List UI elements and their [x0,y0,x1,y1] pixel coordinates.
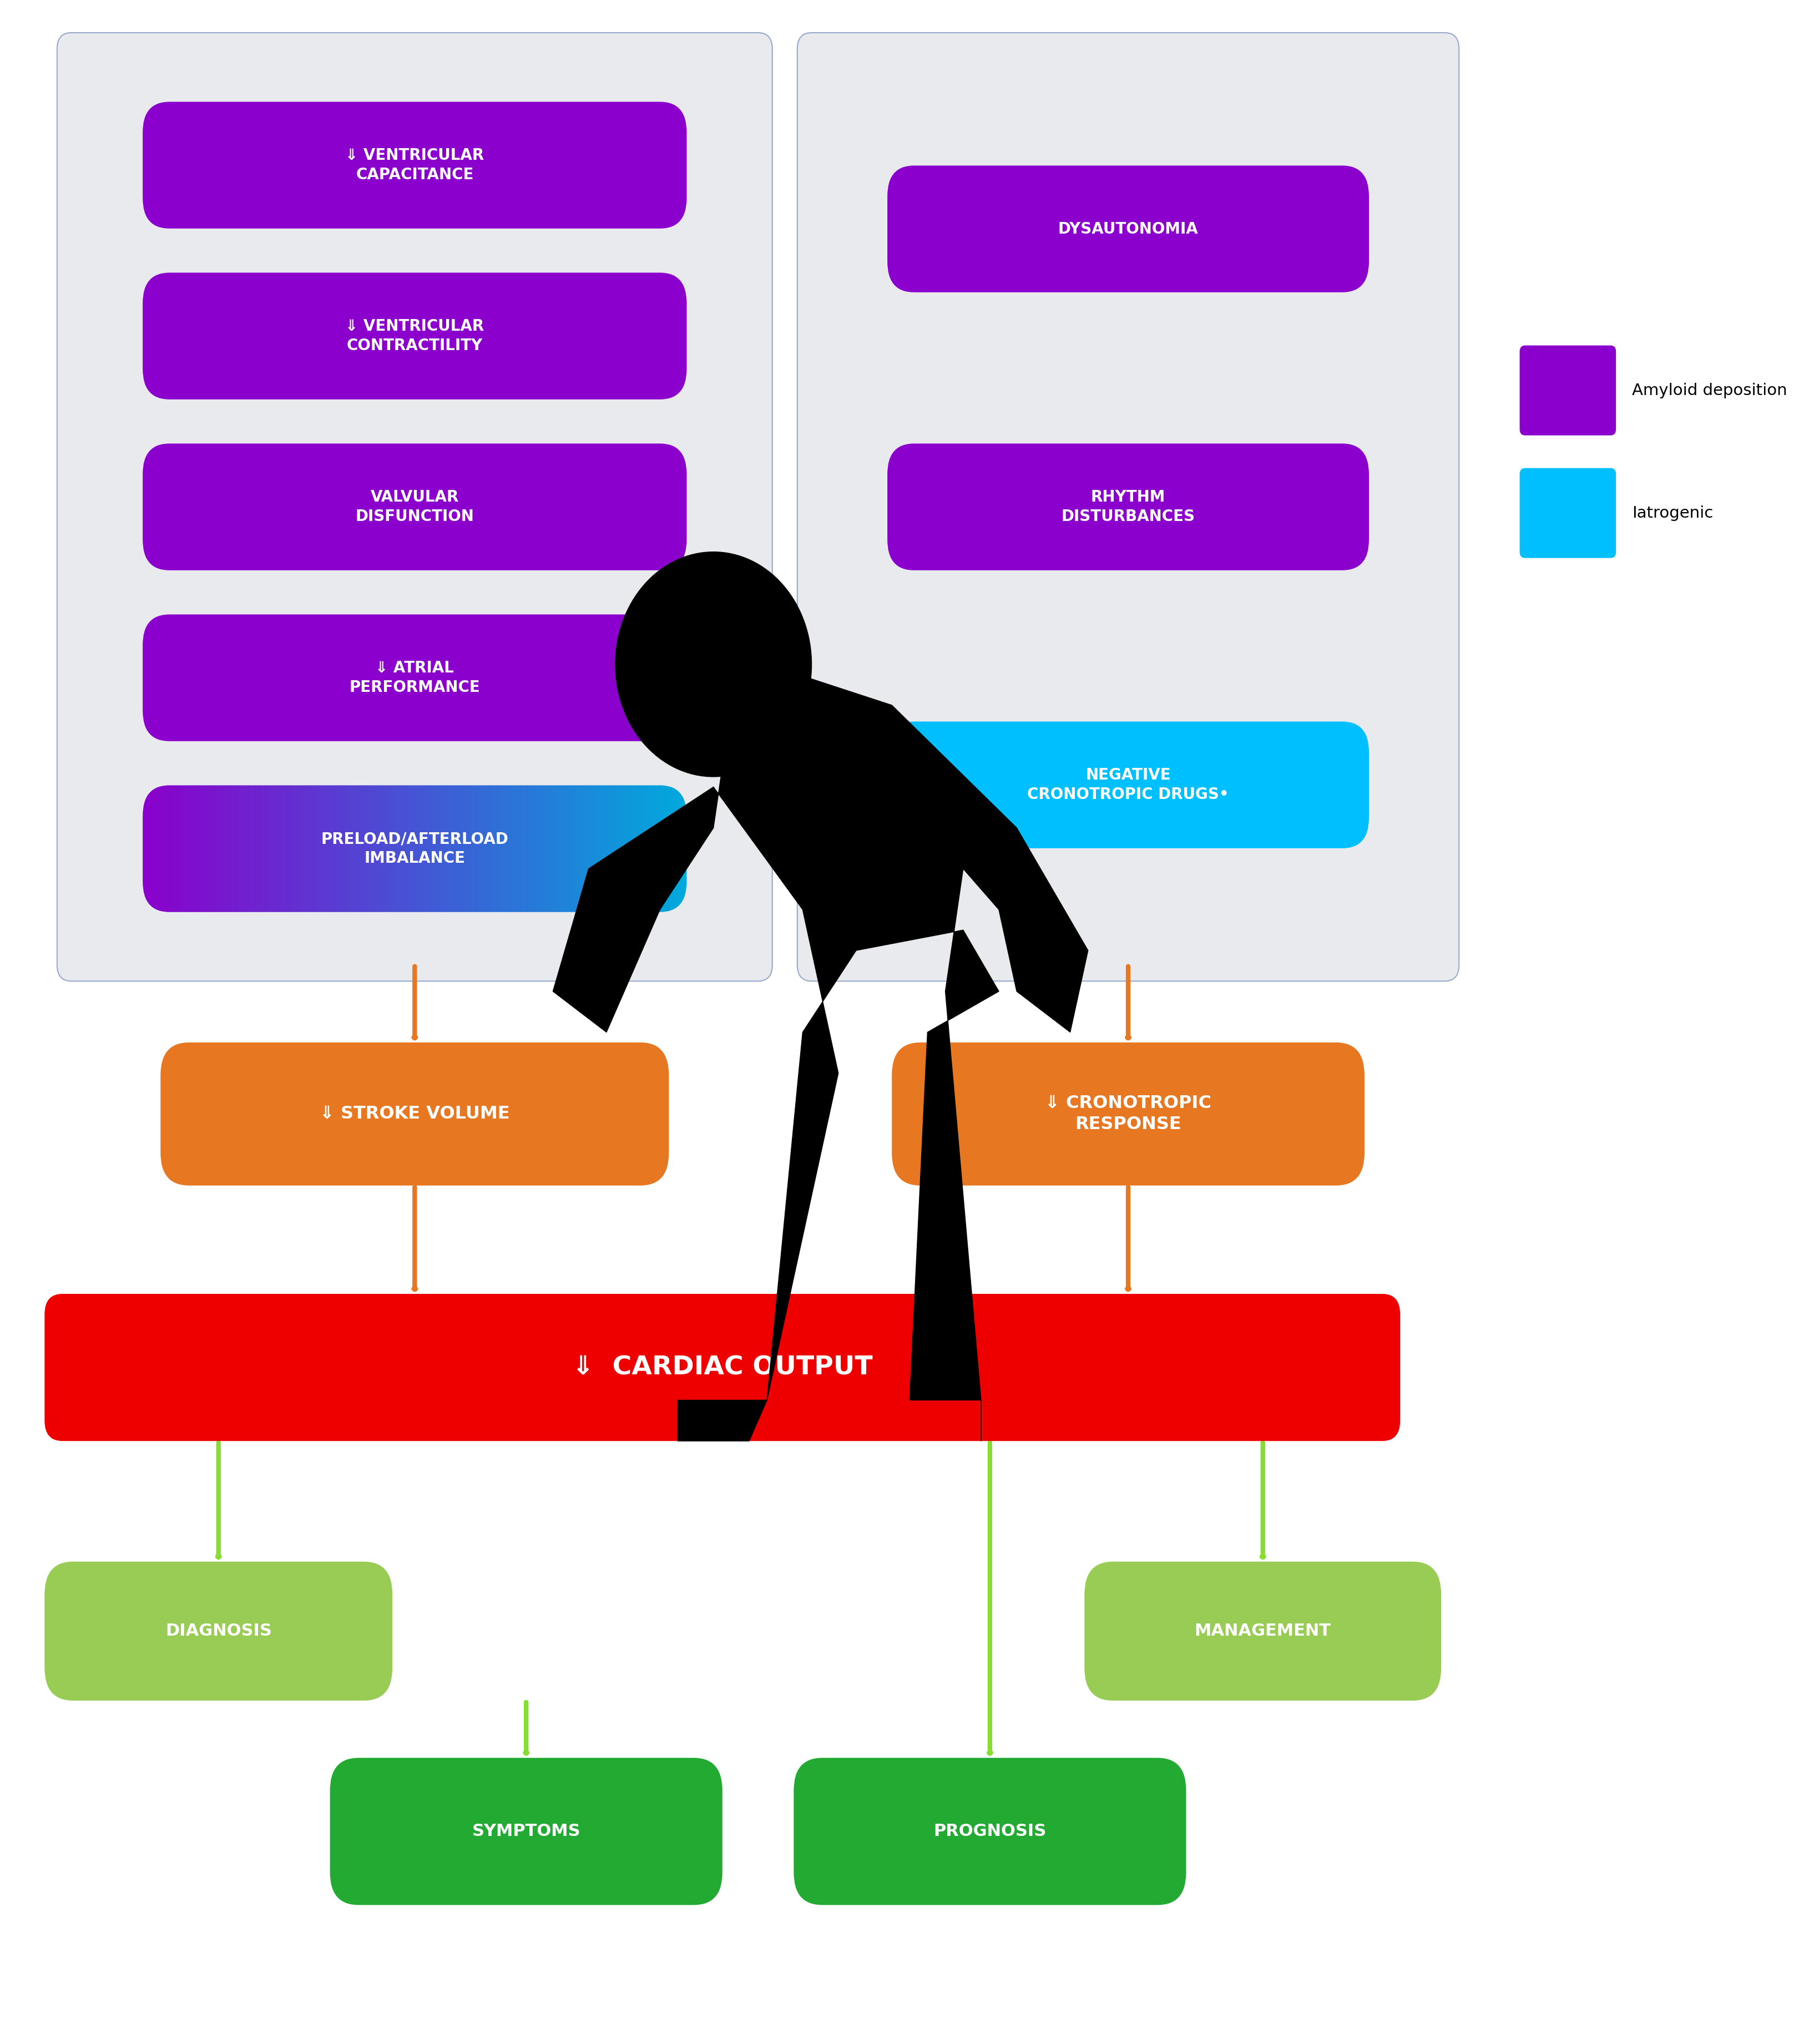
Text: MANAGEMENT: MANAGEMENT [1195,1623,1332,1639]
FancyBboxPatch shape [45,1562,393,1701]
Text: Iatrogenic: Iatrogenic [1632,505,1713,521]
FancyBboxPatch shape [1519,468,1615,558]
Text: NEGATIVE
CRONOTROPIC DRUGS•: NEGATIVE CRONOTROPIC DRUGS• [1028,769,1230,801]
Text: ⇓ CRONOTROPIC
RESPONSE: ⇓ CRONOTROPIC RESPONSE [1044,1096,1211,1132]
Text: ⇓ VENTRICULAR
CONTRACTILITY: ⇓ VENTRICULAR CONTRACTILITY [346,319,484,354]
Text: ⇓ STROKE VOLUME: ⇓ STROKE VOLUME [320,1106,509,1122]
Text: ⇓ ATRIAL
PERFORMANCE: ⇓ ATRIAL PERFORMANCE [349,660,480,695]
Text: ⇓ VENTRICULAR
CAPACITANCE: ⇓ VENTRICULAR CAPACITANCE [346,147,484,182]
FancyBboxPatch shape [142,615,688,742]
Text: DYSAUTONOMIA: DYSAUTONOMIA [1059,221,1199,237]
FancyBboxPatch shape [142,102,688,229]
FancyBboxPatch shape [1519,345,1615,435]
FancyBboxPatch shape [1084,1562,1441,1701]
FancyBboxPatch shape [45,1294,1401,1441]
FancyBboxPatch shape [888,444,1370,570]
FancyBboxPatch shape [797,33,1459,981]
FancyBboxPatch shape [888,166,1370,292]
Text: PROGNOSIS: PROGNOSIS [933,1823,1046,1840]
FancyBboxPatch shape [160,1042,669,1186]
FancyBboxPatch shape [891,1042,1364,1186]
Text: VALVULAR
DISFUNCTION: VALVULAR DISFUNCTION [355,491,475,523]
Circle shape [615,552,811,777]
Text: RHYTHM
DISTURBANCES: RHYTHM DISTURBANCES [1060,491,1195,523]
FancyBboxPatch shape [142,272,688,399]
Text: Amyloid deposition: Amyloid deposition [1632,382,1788,399]
Text: PRELOAD/AFTERLOAD
IMBALANCE: PRELOAD/AFTERLOAD IMBALANCE [320,832,509,867]
FancyBboxPatch shape [56,33,773,981]
Text: ⇓  CARDIAC OUTPUT: ⇓ CARDIAC OUTPUT [573,1355,873,1380]
Text: DIAGNOSIS: DIAGNOSIS [166,1623,271,1639]
Text: SYMPTOMS: SYMPTOMS [471,1823,580,1840]
FancyBboxPatch shape [888,722,1370,848]
FancyBboxPatch shape [142,444,688,570]
FancyBboxPatch shape [329,1758,722,1905]
PathPatch shape [553,664,1088,1441]
FancyBboxPatch shape [793,1758,1186,1905]
